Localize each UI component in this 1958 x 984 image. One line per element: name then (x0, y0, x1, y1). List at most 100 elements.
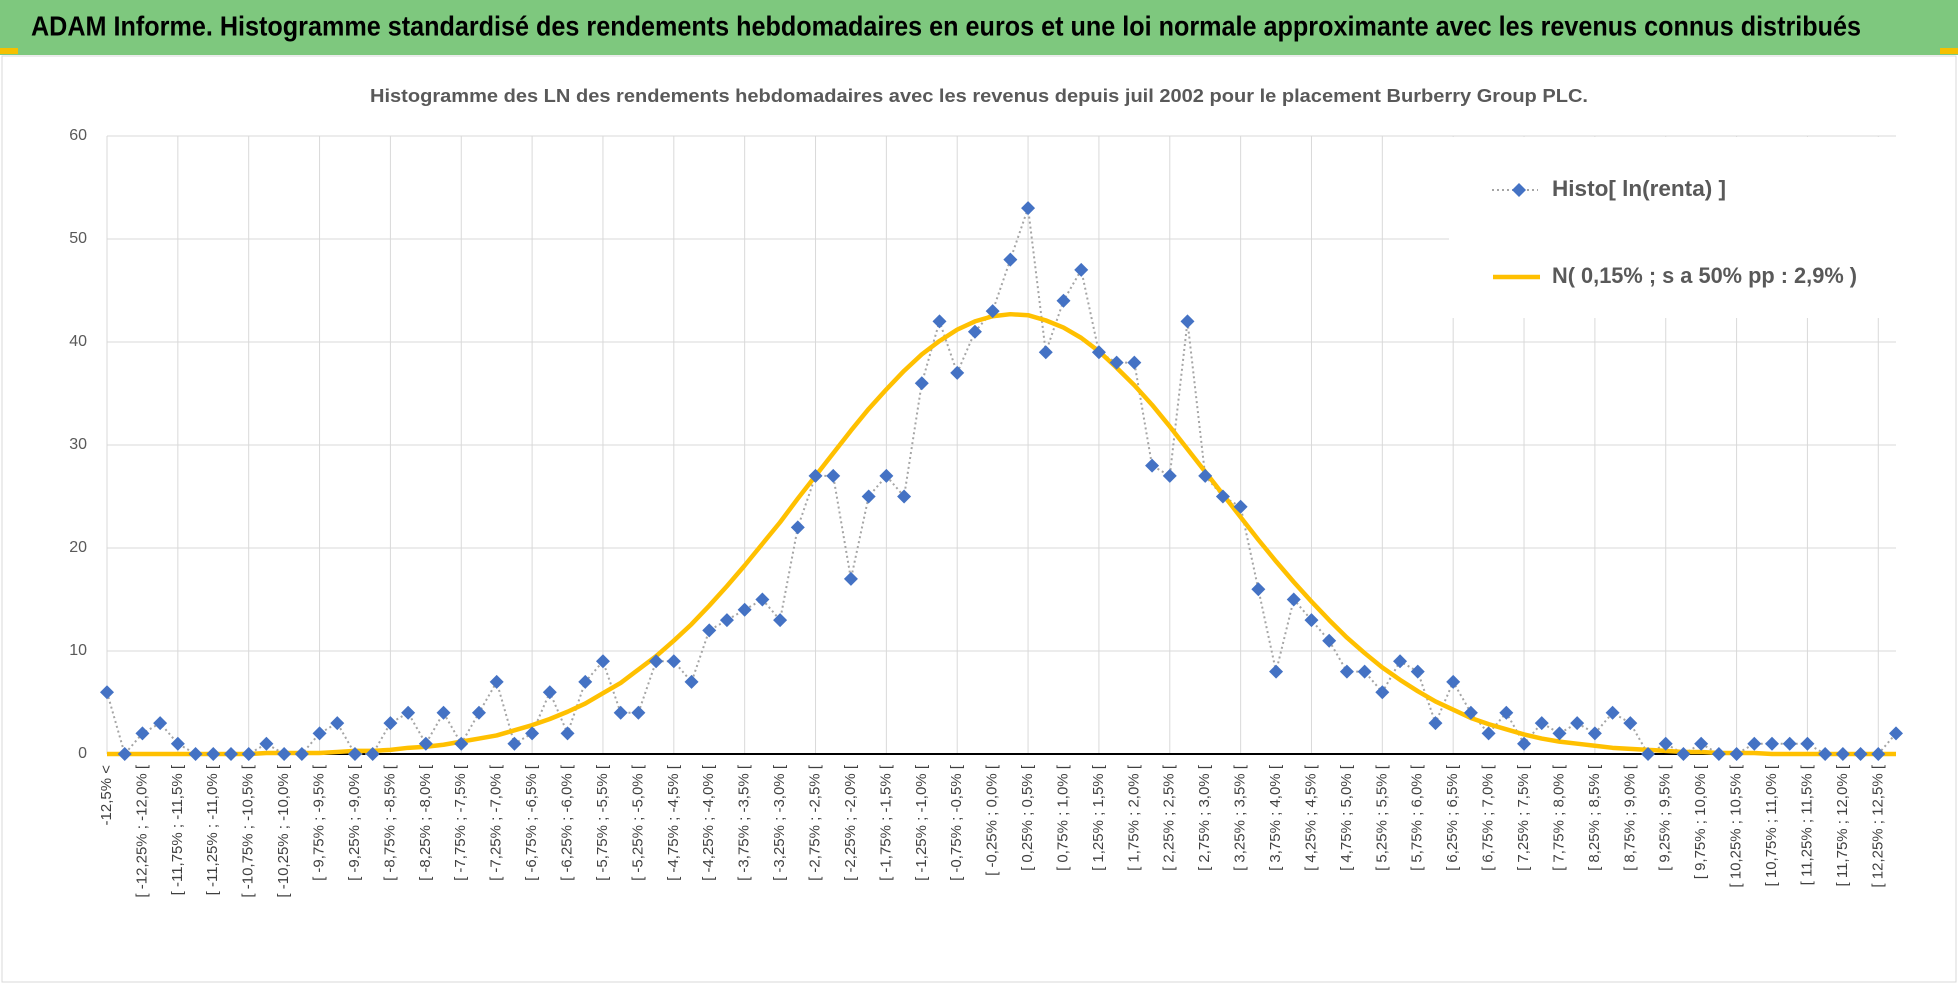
legend-box (1449, 137, 1898, 318)
data-point (684, 674, 699, 689)
x-tick-label: [ 3,75% ; 4,0% [ (1267, 764, 1284, 871)
data-point (578, 674, 593, 689)
x-tick-label: [ 2,75% ; 3,0% [ (1196, 764, 1213, 871)
x-tick-label: [ 8,25% ; 8,5% [ (1586, 764, 1603, 871)
data-point (1552, 726, 1567, 741)
data-point (1517, 736, 1532, 751)
y-tick-label: 50 (69, 230, 87, 247)
x-tick-label: [ 0,25% ; 0,5% [ (1019, 764, 1036, 871)
data-point (1410, 664, 1425, 679)
x-tick-label: [ -7,25% ; -7,0% [ (488, 764, 505, 881)
data-point (294, 747, 309, 761)
data-point (879, 468, 894, 483)
x-tick-label: [ 10,25% ; 10,5% [ (1728, 764, 1745, 887)
data-point (1499, 705, 1514, 720)
data-point (418, 736, 433, 751)
data-point (1145, 458, 1160, 473)
data-point (1463, 705, 1478, 720)
data-point (1428, 716, 1443, 731)
x-tick-label: [ -4,75% ; -4,5% [ (665, 764, 682, 881)
data-point (719, 613, 734, 628)
data-point (1658, 736, 1673, 751)
x-tick-label: [ 7,25% ; 7,5% [ (1515, 764, 1532, 871)
x-tick-label: [ 2,25% ; 2,5% [ (1161, 764, 1178, 871)
data-point (914, 376, 929, 391)
data-point (790, 520, 805, 535)
x-tick-label: [ -7,75% ; -7,5% [ (452, 764, 469, 881)
legend: Histo[ ln(renta) ] N( 0,15% ; s a 50% pp … (1449, 137, 1898, 318)
data-point (1322, 633, 1337, 648)
data-point (1605, 705, 1620, 720)
x-tick-label: [ -3,25% ; -3,0% [ (771, 764, 788, 881)
x-tick-label: [ 1,25% ; 1,5% [ (1090, 764, 1107, 871)
data-point (1570, 716, 1585, 731)
data-point (223, 747, 238, 761)
y-tick-label: 30 (69, 436, 87, 453)
data-point (950, 365, 965, 380)
x-tick-label: [ -5,75% ; -5,5% [ (594, 764, 611, 881)
data-point (737, 602, 752, 617)
x-tick-label: [ -1,25% ; -1,0% [ (913, 764, 930, 881)
data-point (1304, 613, 1319, 628)
x-tick-label: [ -1,75% ; -1,5% [ (877, 764, 894, 881)
data-point (117, 747, 132, 761)
data-point (897, 489, 912, 504)
data-point (666, 654, 681, 669)
corner-mark (0, 48, 18, 54)
x-tick-label: [ -0,75% ; -0,5% [ (948, 764, 965, 881)
data-point (507, 736, 522, 751)
x-tick-label: [ -4,25% ; -4,0% [ (700, 764, 717, 881)
data-point (1091, 345, 1106, 360)
data-point (1198, 468, 1213, 483)
data-point (436, 705, 451, 720)
data-point (1481, 726, 1496, 741)
data-point (755, 592, 770, 607)
data-point (542, 685, 557, 700)
data-point (1109, 355, 1124, 370)
legend-swatch-marker (1512, 183, 1526, 197)
data-point (826, 468, 841, 483)
y-tick-label: 10 (69, 642, 87, 659)
data-point (1818, 747, 1833, 761)
data-point (1074, 262, 1089, 277)
x-tick-label: [ 9,75% ; 10,0% [ (1692, 764, 1709, 879)
y-tick-label: 0 (78, 745, 87, 762)
x-tick-label: [ -2,75% ; -2,5% [ (806, 764, 823, 881)
x-tick-label: [ -11,75% ; -11,5% [ (169, 764, 186, 895)
x-tick-label: [ 12,25% ; 12,5% [ (1869, 764, 1886, 887)
data-point (277, 747, 292, 761)
data-point (967, 324, 982, 339)
data-point (1676, 747, 1691, 761)
data-point (1800, 736, 1815, 751)
data-point (135, 726, 150, 741)
chart-border (1, 55, 1957, 983)
data-point (1694, 736, 1709, 751)
data-point (1871, 747, 1886, 761)
x-tick-label: [ -2,25% ; -2,0% [ (842, 764, 859, 881)
data-point (1375, 685, 1390, 700)
x-tick-label: [ 4,75% ; 5,0% [ (1338, 764, 1355, 871)
data-point (1251, 582, 1266, 597)
data-point (1853, 747, 1868, 761)
y-tick-label: 40 (69, 333, 87, 350)
x-tick-label: [ -9,25% ; -9,0% [ (346, 764, 363, 881)
data-point (206, 747, 221, 761)
x-tick-label: [ 11,75% ; 12,0% [ (1834, 764, 1851, 886)
data-point (1339, 664, 1354, 679)
x-tick-label: [ 4,25% ; 4,5% [ (1302, 764, 1319, 871)
data-point (489, 674, 504, 689)
data-point (100, 685, 114, 700)
data-point (1038, 345, 1053, 360)
x-tick-label: [ 6,75% ; 7,0% [ (1480, 764, 1497, 871)
data-point (1286, 592, 1301, 607)
data-point (1215, 489, 1230, 504)
data-point (525, 726, 540, 741)
data-point (259, 736, 274, 751)
x-tick-label: [ -9,75% ; -9,5% [ (311, 764, 328, 881)
header-title: ADAM Informe. Histogramme standardisé de… (31, 10, 1861, 41)
data-point (985, 304, 1000, 319)
x-tick-label: [ 11,25% ; 11,5% [ (1798, 764, 1815, 885)
data-point (153, 716, 168, 731)
x-tick-label: [ 0,75% ; 1,0% [ (1054, 764, 1071, 871)
